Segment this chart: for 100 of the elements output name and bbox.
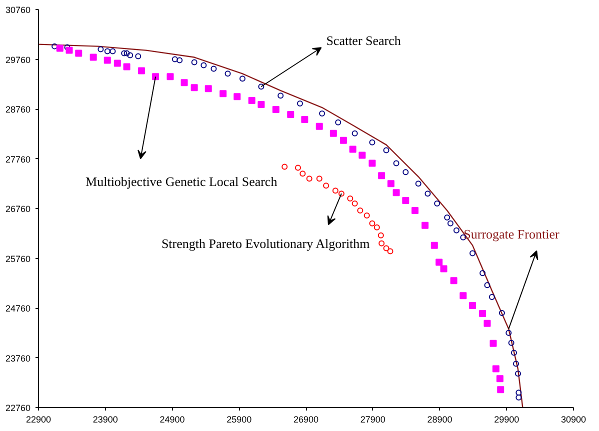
point [127,52,134,58]
point [316,176,322,182]
point [378,240,385,246]
point [378,232,384,238]
x-tick-label: 25900 [226,414,252,424]
point [330,130,337,137]
x-tick-label: 24900 [160,414,185,424]
point [306,176,312,182]
point [349,146,356,153]
point [393,160,400,166]
y-tick-label: 26760 [5,204,31,214]
point [172,56,178,62]
point [347,196,354,202]
point [316,122,323,130]
point [338,190,344,197]
x-tick-label: 29900 [494,414,520,424]
point [319,110,326,116]
point [294,164,301,171]
point [204,85,212,92]
point [510,350,517,356]
point [415,180,422,187]
point [287,110,294,118]
y-tick-label: 27760 [5,154,31,164]
point [470,250,476,256]
point [190,84,198,92]
point [516,390,522,396]
y-tick-label: 23760 [5,353,31,364]
point [490,340,497,347]
point [191,59,198,66]
point [98,46,104,52]
point [56,44,64,52]
point [121,50,128,56]
point [422,222,429,229]
point [358,152,366,159]
point [200,62,207,68]
point [387,180,394,188]
point [479,310,486,317]
point [300,170,306,177]
point [282,164,288,170]
point [430,242,438,249]
point [480,270,486,276]
point [64,44,70,50]
point [484,320,491,327]
point [234,93,241,100]
point [278,92,284,99]
point [512,360,519,367]
point [424,190,431,197]
point [488,294,495,300]
x-tick-label: 26900 [293,414,319,424]
point [296,100,303,107]
point [469,302,476,310]
point [332,188,338,194]
x-tick-label: 28900 [427,414,452,424]
text: Multiobjective Genetic Local Search [86,174,278,190]
point [90,54,97,61]
point [124,50,130,56]
point [114,60,121,67]
y-tick-label: 30760 [5,5,31,15]
point [402,197,410,204]
point [301,116,308,123]
point [508,340,514,346]
point [272,106,280,113]
point [340,136,347,144]
y-tick-label: 28760 [5,104,31,114]
point [387,248,394,254]
point [335,119,342,126]
point [135,53,142,60]
point [364,212,370,218]
point [497,386,504,394]
point [506,330,512,336]
point [484,282,490,288]
series-label: Surrogate Frontier [464,226,560,242]
y-tick-label: 22760 [5,403,31,413]
point [450,277,458,284]
x-tick-label: 22900 [26,414,52,424]
point [239,76,246,82]
point [447,220,454,226]
series-label: Strength Pareto Evolutionary Algorithm [161,236,370,252]
point [123,63,130,70]
x-tick-label: 27900 [360,414,386,424]
point [104,48,110,54]
y-tick-label: 29760 [5,54,31,65]
point [369,220,376,226]
point [440,265,448,272]
point [492,365,500,372]
point [453,227,460,234]
point [496,375,504,382]
y-tick-label: 24760 [5,304,31,314]
point [258,101,265,108]
point [176,57,183,64]
point [498,310,505,316]
point [248,97,256,104]
point [460,292,467,300]
point [374,224,380,230]
y-tick-label: 25760 [5,254,31,264]
point [516,394,522,401]
point [166,73,174,80]
point [444,214,450,220]
point [180,79,188,86]
text: Scatter Search [326,33,402,48]
